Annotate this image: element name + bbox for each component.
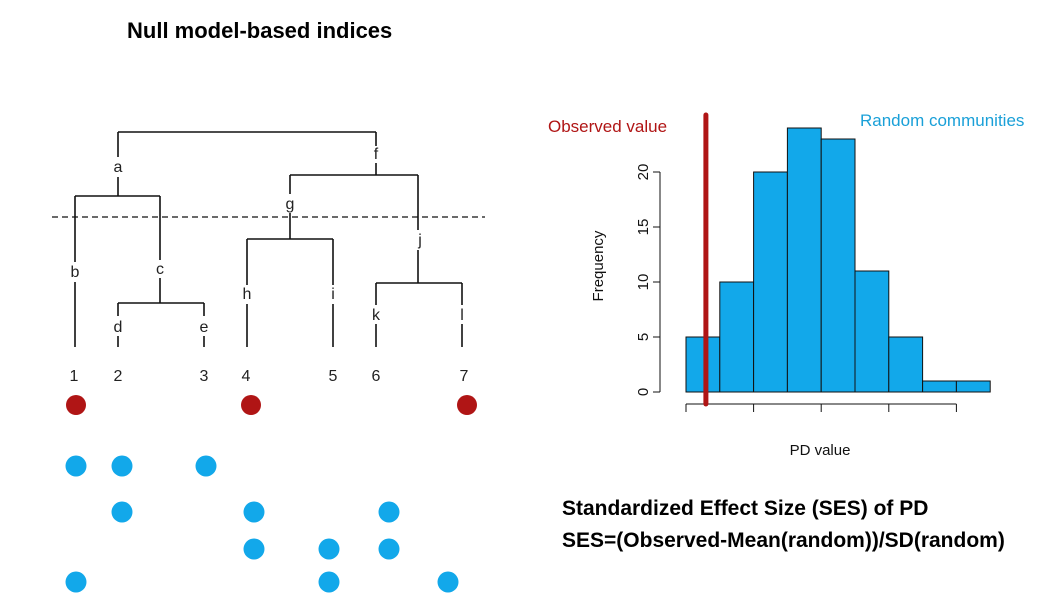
node-labels: a b c d e f g h i j k l — [71, 146, 464, 336]
tip-label-7: 7 — [460, 368, 469, 385]
histogram-bar — [719, 281, 755, 393]
random-community-dot — [378, 538, 400, 560]
node-label-g: g — [286, 196, 295, 213]
tip-label-6: 6 — [372, 368, 381, 385]
y-tick-label: 20 — [635, 164, 652, 181]
slide-title: Null model-based indices — [127, 18, 393, 43]
tip-label-1: 1 — [70, 368, 79, 385]
random-community-dot — [437, 571, 459, 593]
histogram-bar — [685, 336, 721, 393]
tip-label-5: 5 — [329, 368, 338, 385]
random-community-dot — [195, 455, 217, 477]
node-label-i: i — [331, 286, 335, 303]
node-label-a: a — [114, 159, 123, 176]
histogram-bar — [854, 270, 890, 393]
node-label-f: f — [374, 146, 379, 163]
y-tick-label: 15 — [635, 219, 652, 236]
random-community-dot — [65, 571, 87, 593]
node-label-j: j — [417, 232, 422, 249]
random-community-dot — [318, 538, 340, 560]
random-community-dot — [243, 501, 265, 523]
node-label-l: l — [460, 307, 464, 324]
y-tick-label: 0 — [635, 388, 652, 396]
node-label-k: k — [372, 307, 381, 324]
observed-value-label: Observed value — [548, 117, 668, 136]
histogram-bar — [786, 127, 822, 393]
random-community-dot — [111, 455, 133, 477]
observed-community-dot — [457, 395, 477, 415]
y-tick-label: 5 — [635, 333, 652, 341]
random-community-dot — [65, 455, 87, 477]
ses-formula: SES=(Observed-Mean(random))/SD(random) — [562, 529, 1005, 552]
histogram-bar — [888, 336, 924, 393]
tip-labels: 1 2 3 4 5 6 7 — [70, 368, 469, 385]
random-communities-label: Random communities — [860, 111, 1025, 130]
phylogenetic-tree — [74, 131, 463, 347]
random-community-dot — [243, 538, 265, 560]
histogram-bar — [820, 138, 856, 393]
node-label-b: b — [71, 264, 80, 281]
observed-community-dot — [66, 395, 86, 415]
tip-label-4: 4 — [242, 368, 251, 385]
tip-label-3: 3 — [200, 368, 209, 385]
y-axis-label: Frequency — [590, 230, 607, 301]
pd-histogram: 0 5 10 15 20 PD value Frequency — [590, 112, 991, 459]
histogram-bar — [753, 171, 788, 393]
ses-title: Standardized Effect Size (SES) of PD — [562, 497, 929, 520]
random-community-dot — [318, 571, 340, 593]
x-axis-label: PD value — [790, 442, 851, 459]
node-label-c: c — [156, 261, 164, 278]
random-community-dot — [378, 501, 400, 523]
node-label-h: h — [243, 286, 252, 303]
histogram-bar — [955, 380, 991, 393]
node-label-e: e — [200, 319, 209, 336]
observed-community-dot — [241, 395, 261, 415]
tip-label-2: 2 — [114, 368, 123, 385]
y-tick-label: 10 — [635, 274, 652, 291]
node-label-d: d — [114, 319, 123, 336]
community-dots — [65, 395, 477, 593]
random-community-dot — [111, 501, 133, 523]
histogram-bar — [922, 380, 957, 393]
